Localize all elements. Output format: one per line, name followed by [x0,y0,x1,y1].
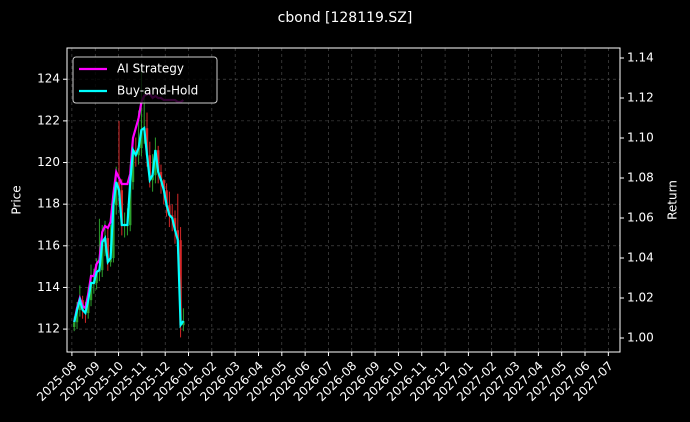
y-tick-label: 118 [37,197,60,211]
candle-body [137,148,140,156]
candle-body [148,155,151,181]
y2-tick-label: 1.00 [627,331,654,345]
y-axis-label: Price [10,185,24,214]
y2-tick-label: 1.12 [627,91,654,105]
candle-body [156,150,160,173]
candle-body [101,242,104,271]
candle-body [131,150,135,183]
candle-body [151,175,154,181]
candle-body [173,218,177,231]
candle-body [168,205,171,216]
candle-body [120,190,124,226]
candle-body [117,182,121,191]
y-tick-label: 124 [37,72,60,86]
y2-tick-label: 1.04 [627,251,654,265]
y2-tick-label: 1.08 [627,171,654,185]
candle-body [154,150,157,176]
candle-body [75,310,79,323]
candle-body [112,205,115,259]
chart-title: cbond [128119.SZ] [278,10,413,26]
candle-body [182,321,185,326]
candle-body [129,182,132,226]
candle-body [87,300,90,314]
candle-body [179,240,182,326]
line-series [73,126,185,329]
legend-label: AI Strategy [117,62,184,76]
candle-body [145,128,149,156]
y-tick-label: 112 [37,322,60,336]
legend-box [72,56,218,104]
candle-body [95,272,98,284]
candle-body [73,322,76,328]
candle-body [165,190,168,206]
y-tick-label: 122 [37,113,60,127]
plot-frame [66,47,621,353]
y-tick-label: 120 [37,155,60,169]
candle-body [176,230,179,241]
candle-body [140,130,143,149]
y2-tick-label: 1.06 [627,211,654,225]
candle-body [109,258,112,263]
candle-body [78,300,82,311]
candle-body [89,283,93,301]
y2-tick-label: 1.02 [627,291,654,305]
y-tick-label: 114 [37,280,60,294]
candle-body [159,172,163,181]
candle-body [115,182,118,206]
y2-axis-label: Return [666,180,680,220]
y2-tick-label: 1.14 [627,51,654,65]
legend-label: Buy-and-Hold [117,84,198,98]
candle-body [106,238,110,263]
candle-body [162,180,165,191]
y2-tick-label: 1.10 [627,131,654,145]
y-tick-label: 116 [37,238,60,252]
